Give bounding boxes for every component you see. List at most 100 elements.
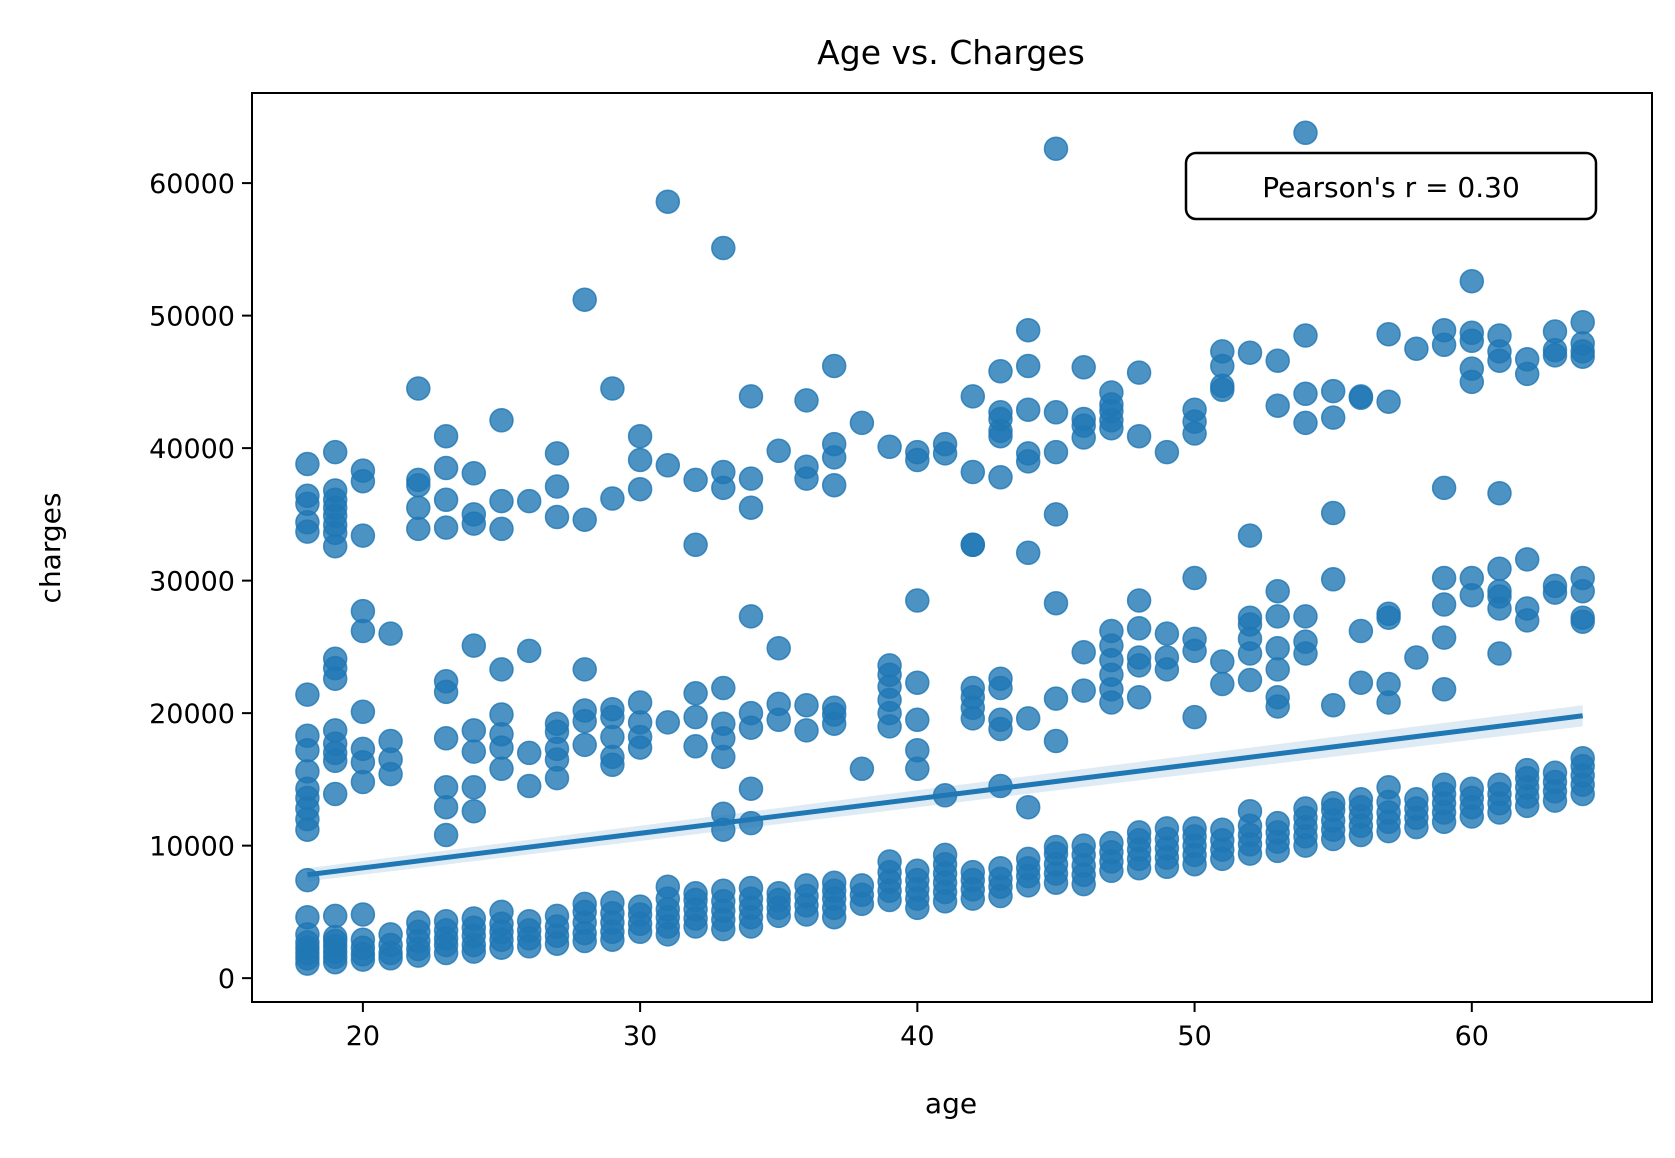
data-point — [322, 903, 348, 929]
data-point — [1015, 540, 1041, 566]
data-point — [433, 726, 459, 751]
data-point — [1182, 704, 1207, 730]
data-point — [1431, 317, 1457, 343]
data-point — [350, 902, 376, 927]
x-axis: 20 30 40 50 60 — [346, 1002, 1489, 1052]
data-point — [821, 353, 847, 379]
data-point — [1043, 439, 1069, 465]
data-point — [1542, 319, 1568, 344]
data-point — [1126, 684, 1152, 710]
x-tick-label: 50 — [1177, 1021, 1211, 1052]
data-point — [322, 646, 348, 672]
data-point — [1404, 787, 1429, 812]
data-point — [600, 696, 625, 722]
data-point — [988, 855, 1013, 881]
data-point — [794, 454, 819, 479]
data-point — [683, 532, 708, 558]
data-point — [766, 635, 791, 661]
data-point — [821, 870, 847, 895]
data-point — [433, 908, 459, 934]
data-point — [683, 734, 708, 759]
regression-line — [307, 713, 1584, 878]
data-point — [1182, 626, 1207, 652]
data-point — [711, 235, 736, 261]
data-point — [1348, 787, 1374, 812]
data-point — [1126, 645, 1152, 670]
data-point — [1431, 772, 1457, 797]
data-point — [960, 675, 986, 701]
data-point — [1043, 136, 1069, 161]
data-point — [1265, 657, 1290, 682]
data-point — [1320, 692, 1346, 718]
data-point — [572, 657, 597, 682]
data-point — [350, 598, 376, 624]
data-point — [683, 704, 708, 730]
data-point — [1126, 616, 1152, 641]
data-point — [1570, 565, 1595, 591]
data-point — [1376, 321, 1401, 347]
data-point — [932, 431, 958, 457]
data-point — [960, 859, 986, 885]
pearson-annotation: Pearson's r = 0.30 — [1184, 151, 1598, 221]
data-point — [1126, 588, 1152, 613]
data-point — [1015, 317, 1041, 343]
data-point — [738, 700, 764, 726]
data-point — [905, 670, 930, 695]
x-tick-label: 20 — [346, 1021, 380, 1052]
data-point — [1237, 667, 1263, 693]
data-point — [1348, 618, 1374, 644]
data-point — [1015, 397, 1041, 422]
data-point — [766, 881, 791, 906]
data-point — [406, 516, 431, 542]
data-point — [1320, 405, 1346, 430]
data-point — [1265, 578, 1290, 604]
data-point — [1320, 500, 1346, 526]
data-point — [877, 434, 902, 460]
data-point — [1237, 798, 1263, 824]
data-point — [378, 728, 403, 754]
data-point — [905, 737, 930, 763]
data-point — [1293, 381, 1318, 407]
data-point — [1293, 796, 1318, 821]
data-point — [988, 666, 1013, 691]
data-point — [544, 903, 570, 929]
data-point — [322, 439, 348, 465]
y-tick-label: 50000 — [149, 302, 235, 333]
data-point — [1154, 439, 1180, 465]
data-point — [849, 756, 875, 782]
data-point — [461, 739, 487, 764]
data-point — [821, 472, 847, 498]
data-point — [406, 467, 431, 493]
data-point — [988, 707, 1013, 733]
data-point — [572, 732, 597, 758]
x-tick-label: 40 — [900, 1021, 934, 1052]
data-point — [905, 439, 930, 465]
data-point — [794, 388, 819, 413]
data-point — [655, 453, 681, 478]
data-point — [600, 486, 625, 511]
data-point — [655, 874, 681, 899]
data-point — [1099, 380, 1124, 405]
data-point — [489, 756, 514, 782]
data-point — [711, 878, 736, 903]
data-point — [738, 776, 764, 801]
data-point — [988, 359, 1013, 384]
data-point — [1210, 817, 1235, 842]
data-point — [627, 690, 653, 715]
data-point — [1071, 833, 1096, 858]
x-tick-label: 60 — [1455, 1021, 1489, 1052]
data-point — [1487, 641, 1512, 666]
data-point — [350, 458, 376, 483]
data-point — [516, 488, 542, 514]
data-point — [1293, 604, 1318, 629]
data-point — [1348, 384, 1374, 409]
data-point — [461, 798, 487, 824]
data-point — [1431, 592, 1457, 617]
data-point — [1182, 816, 1207, 841]
data-point — [406, 376, 431, 401]
data-point — [322, 781, 348, 807]
data-point — [295, 451, 320, 477]
data-point — [433, 515, 459, 540]
data-point — [1459, 776, 1485, 801]
plot-frame — [251, 92, 1653, 1003]
